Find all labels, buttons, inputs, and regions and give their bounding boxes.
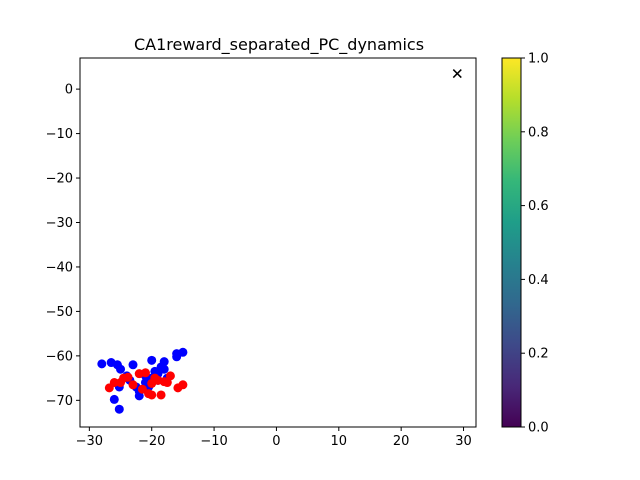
colorbar-tick-label: 0.8 [528, 125, 549, 140]
plot-area [80, 58, 476, 427]
y-tick-label: −70 [46, 394, 73, 409]
data-point-series-1 [147, 390, 157, 400]
x-tick-label: 30 [455, 434, 472, 449]
data-point-series-0 [178, 347, 188, 357]
colorbar-tick-label: 1.0 [528, 52, 549, 67]
data-point-series-0 [97, 359, 107, 369]
data-point-series-1 [165, 371, 175, 381]
y-tick-label: 0 [65, 83, 73, 98]
colorbar-frame [501, 57, 522, 428]
chart-title: CA1reward_separated_PC_dynamics [134, 35, 424, 55]
data-point-series-1 [123, 372, 133, 382]
data-point-series-1 [156, 390, 166, 400]
colorbar-tick-label: 0.0 [528, 421, 549, 436]
x-tick-label: 20 [393, 434, 410, 449]
y-tick-label: −30 [46, 216, 73, 231]
data-point-series-1 [109, 378, 119, 388]
data-point-series-1 [140, 368, 150, 378]
y-axis: 0 −10 −20 −30 −40 −50 −60 −70 [46, 83, 80, 409]
data-point-series-0 [159, 364, 169, 374]
x-tick-label: −10 [200, 434, 227, 449]
data-point-series-0 [114, 404, 124, 414]
data-point-series-1 [162, 378, 172, 388]
y-tick-label: −20 [46, 172, 73, 187]
colorbar-axis: 0.0 0.2 0.4 0.6 0.8 1.0 [521, 52, 549, 436]
y-tick-label: −10 [46, 127, 73, 142]
y-tick-label: −60 [46, 349, 73, 364]
data-point-marker-x [452, 69, 462, 79]
colorbar [502, 58, 521, 427]
x-tick-label: 10 [331, 434, 348, 449]
plot-frame [79, 57, 477, 428]
x-tick-label: 0 [272, 434, 280, 449]
x-axis: −30 −20 −10 0 10 20 30 [76, 427, 472, 449]
colorbar-tick-label: 0.2 [528, 347, 549, 362]
y-tick-label: −50 [46, 305, 73, 320]
data-point-series-1 [137, 384, 147, 394]
data-point-series-0 [128, 360, 138, 370]
data-point-series-0 [116, 364, 126, 374]
data-point-series-1 [178, 380, 188, 390]
colorbar-tick-label: 0.4 [528, 273, 549, 288]
y-tick-label: −40 [46, 260, 73, 275]
data-points [97, 69, 462, 414]
x-tick-label: −20 [138, 434, 165, 449]
data-point-series-0 [147, 355, 157, 365]
data-point-series-1 [128, 380, 138, 390]
colorbar-tick-label: 0.6 [528, 199, 549, 214]
data-point-series-0 [134, 391, 144, 401]
x-tick-label: −30 [76, 434, 103, 449]
data-point-series-0 [159, 357, 169, 367]
data-point-series-0 [109, 394, 119, 404]
